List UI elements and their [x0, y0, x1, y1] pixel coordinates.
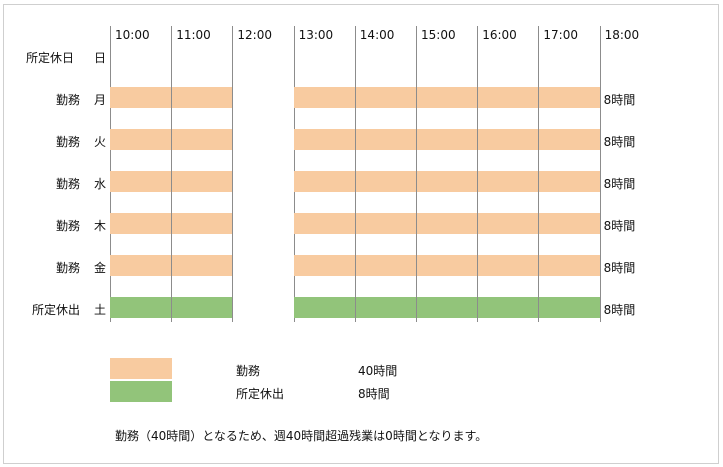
hour-divider [354, 171, 356, 192]
row-hours-label: 8時間 [603, 219, 636, 233]
work-bar [110, 171, 233, 192]
work-bar [110, 213, 233, 234]
row-hours-label: 8時間 [603, 177, 636, 191]
hour-divider [171, 87, 173, 108]
hour-divider [477, 255, 479, 276]
hour-divider [477, 213, 479, 234]
row-type-label: 所定休出 [31, 303, 80, 317]
hour-divider [171, 255, 173, 276]
row-type-label: 勤務 [55, 261, 80, 275]
work-bar [110, 87, 233, 108]
legend-holiday-name: 所定休出 [236, 387, 285, 401]
row-type-label: 勤務 [55, 219, 80, 233]
work-bar [110, 129, 233, 150]
holiday-work-bar [293, 297, 600, 318]
hour-divider [171, 171, 173, 192]
work-bar [110, 255, 233, 276]
hour-divider [477, 129, 479, 150]
hour-divider [354, 297, 356, 318]
hour-divider [415, 255, 417, 276]
time-label: 17:00 [543, 28, 578, 42]
hour-divider [354, 213, 356, 234]
row-day-label: 火 [94, 135, 107, 149]
hour-divider [538, 213, 540, 234]
row-hours-label: 8時間 [603, 135, 636, 149]
hour-divider [538, 171, 540, 192]
holiday-work-bar [110, 297, 233, 318]
hour-divider [538, 87, 540, 108]
legend-work-swatch [110, 358, 172, 379]
hour-divider [354, 255, 356, 276]
hour-divider [171, 297, 173, 318]
hour-divider [477, 171, 479, 192]
time-label: 15:00 [421, 28, 456, 42]
time-label: 16:00 [482, 28, 517, 42]
row-day-label: 木 [94, 219, 107, 233]
holiday-row-type: 所定休日 [26, 51, 75, 65]
work-bar [293, 171, 600, 192]
row-type-label: 勤務 [55, 177, 80, 191]
legend-work-value: 40時間 [358, 364, 398, 378]
row-type-label: 勤務 [55, 135, 80, 149]
hour-gridline [232, 26, 234, 322]
hour-divider [354, 87, 356, 108]
diagram-frame [3, 4, 719, 464]
row-day-label: 月 [94, 93, 107, 107]
time-label: 14:00 [359, 28, 395, 42]
work-bar [293, 129, 600, 150]
time-label: 12:00 [237, 28, 272, 42]
time-label: 10:00 [115, 28, 150, 42]
row-day-label: 土 [94, 303, 107, 317]
footer-note: 勤務（40時間）となるため、週40時間超過残業は0時間となります。 [115, 429, 488, 443]
hour-divider [171, 129, 173, 150]
time-label: 13:00 [298, 28, 334, 42]
legend-holiday-swatch [110, 381, 172, 402]
hour-gridline [599, 26, 601, 322]
work-bar [293, 255, 600, 276]
hour-divider [477, 297, 479, 318]
hour-divider [171, 213, 173, 234]
hour-divider [538, 129, 540, 150]
work-bar [293, 213, 600, 234]
hour-divider [415, 87, 417, 108]
row-type-label: 勤務 [55, 93, 80, 107]
row-hours-label: 8時間 [603, 93, 636, 107]
hour-divider [415, 129, 417, 150]
time-label: 18:00 [604, 28, 640, 42]
hour-divider [354, 129, 356, 150]
row-day-label: 水 [94, 177, 107, 191]
hour-divider [538, 255, 540, 276]
row-day-label: 金 [94, 261, 107, 275]
row-hours-label: 8時間 [603, 303, 636, 317]
legend-holiday-value: 8時間 [358, 387, 390, 401]
hour-divider [415, 171, 417, 192]
hour-divider [477, 87, 479, 108]
holiday-row-day: 日 [94, 51, 107, 65]
row-hours-label: 8時間 [603, 261, 636, 275]
hour-divider [415, 213, 417, 234]
work-bar [293, 87, 600, 108]
legend-work-name: 勤務 [236, 364, 261, 378]
time-label: 11:00 [176, 28, 211, 42]
hour-divider [415, 297, 417, 318]
hour-divider [538, 297, 540, 318]
